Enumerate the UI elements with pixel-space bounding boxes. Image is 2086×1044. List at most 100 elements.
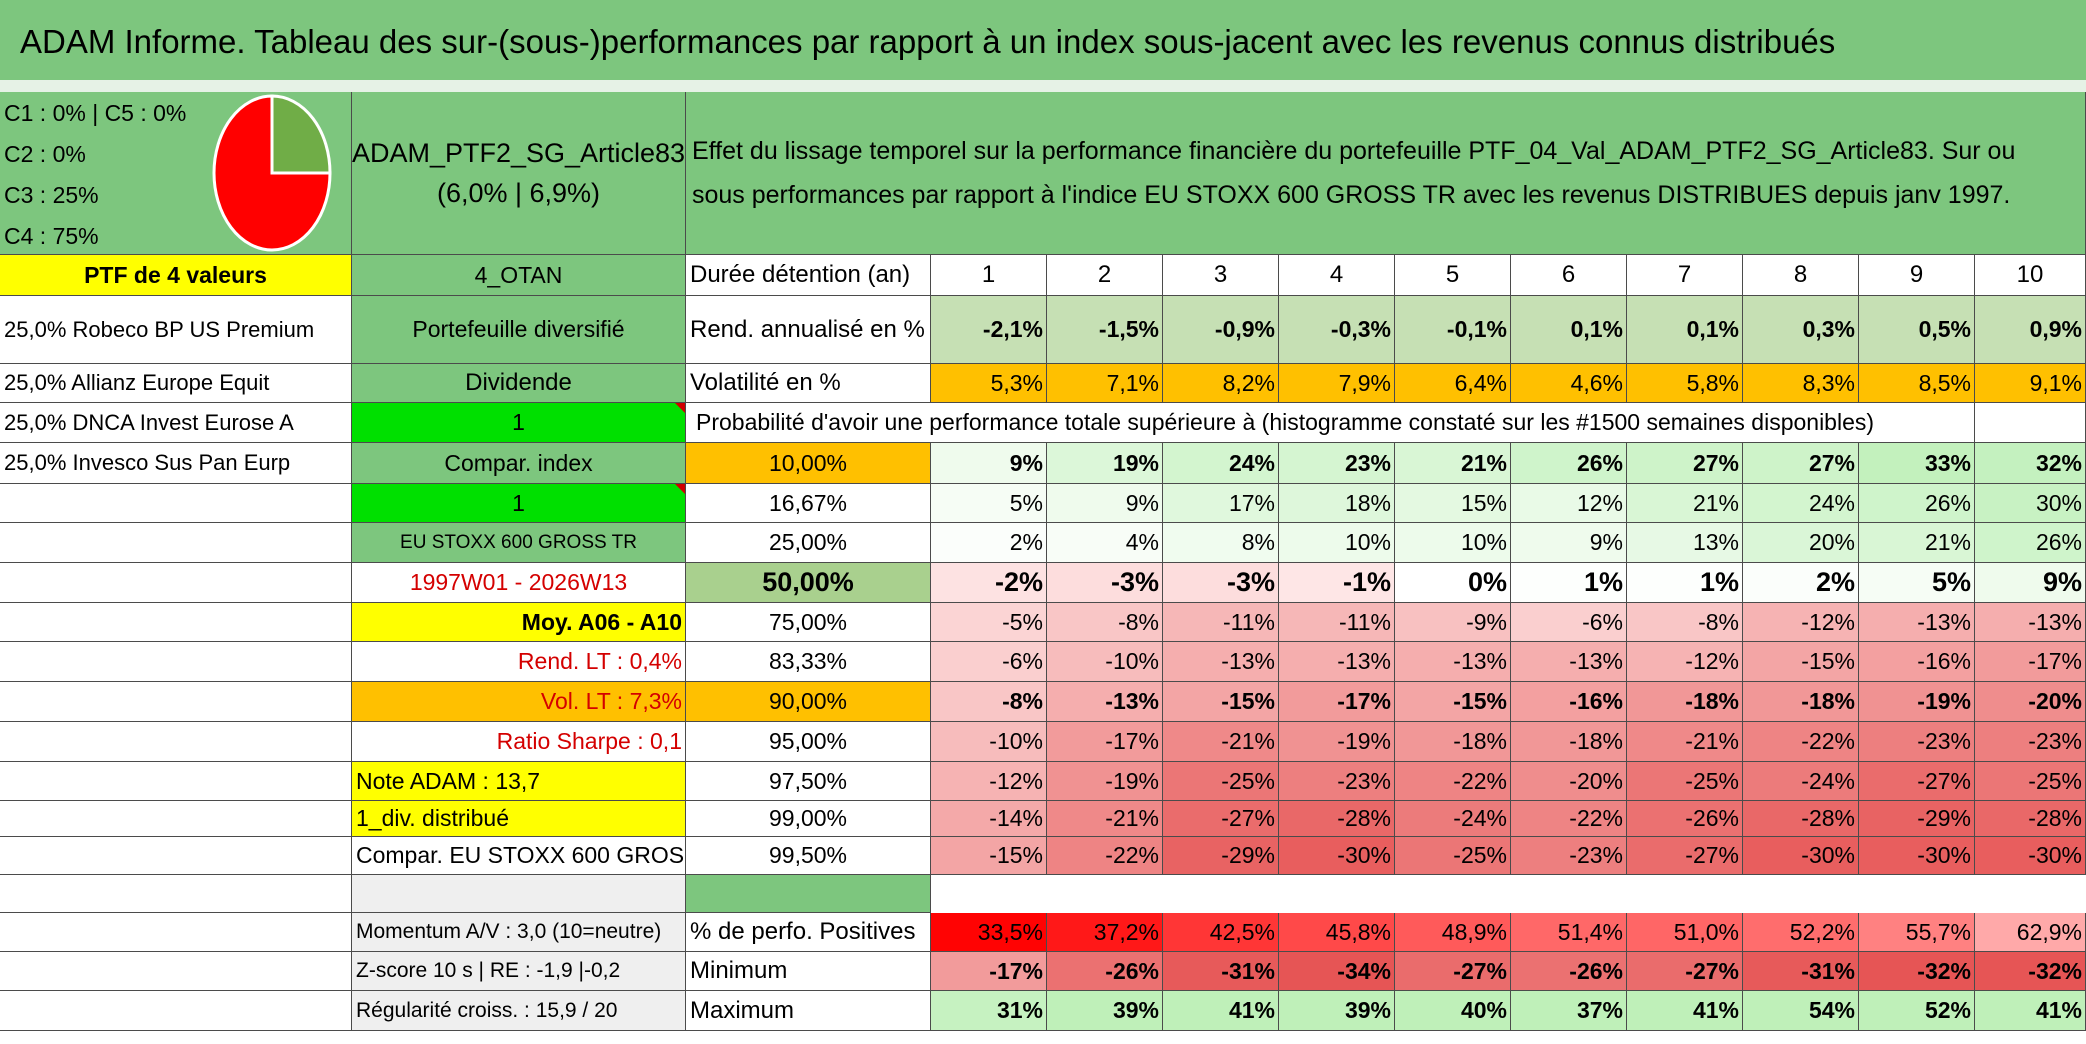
quantile-label: 99,50%	[686, 837, 931, 875]
rend-value: -0,3%	[1279, 296, 1395, 364]
year-header: 1	[931, 255, 1047, 296]
rend-value: 0,3%	[1743, 296, 1859, 364]
quantile-label: 97,50%	[686, 762, 931, 801]
quantile-value: -20%	[1511, 762, 1627, 801]
quantile-value: -23%	[1975, 722, 2086, 762]
empty-cell	[0, 875, 352, 913]
quantile-value: 21%	[1395, 443, 1511, 484]
quantile-value: -3%	[1047, 563, 1163, 603]
quantile-label: 16,67%	[686, 484, 931, 523]
empty-cell	[0, 563, 352, 603]
quantile-value: 17%	[1163, 484, 1279, 523]
dividend-label: Dividende	[352, 364, 686, 403]
quantile-value: 33%	[1859, 443, 1975, 484]
quantile-value: -23%	[1511, 837, 1627, 875]
ptf-count: PTF de 4 valeurs	[0, 255, 352, 296]
empty-cell	[0, 722, 352, 762]
quantile-value: -28%	[1975, 801, 2086, 837]
quantile-value: -19%	[1859, 682, 1975, 722]
quantile-value: -6%	[1511, 603, 1627, 642]
empty-cell	[0, 952, 352, 991]
quantile-value: -17%	[1047, 722, 1163, 762]
quantile-value: -17%	[1975, 642, 2086, 682]
vol-value: 6,4%	[1395, 364, 1511, 403]
quantile-value: 21%	[1627, 484, 1743, 523]
quantile-value: 9%	[1975, 563, 2086, 603]
empty-cell	[0, 913, 352, 952]
quantile-value: -30%	[1859, 837, 1975, 875]
max-value: 52%	[1859, 991, 1975, 1031]
quantile-label: 75,00%	[686, 603, 931, 642]
rend-value: -0,1%	[1395, 296, 1511, 364]
rend-value: 0,9%	[1975, 296, 2086, 364]
quantile-value: 24%	[1163, 443, 1279, 484]
portfolio-type: Portefeuille diversifié	[352, 296, 686, 364]
vol-value: 4,6%	[1511, 364, 1627, 403]
year-header: 7	[1627, 255, 1743, 296]
quantile-value: 26%	[1859, 484, 1975, 523]
vol-value: 9,1%	[1975, 364, 2086, 403]
quantile-value: 4%	[1047, 523, 1163, 563]
quantile-value: -22%	[1395, 762, 1511, 801]
quantile-value: -25%	[1627, 762, 1743, 801]
pos-value: 48,9%	[1395, 913, 1511, 952]
duree-label: Durée détention (an)	[686, 255, 931, 296]
vol-value: 5,8%	[1627, 364, 1743, 403]
year-header: 9	[1859, 255, 1975, 296]
quantile-value: -23%	[1859, 722, 1975, 762]
min-label: Minimum	[686, 952, 931, 991]
pos-value: 33,5%	[931, 913, 1047, 952]
quantile-value: 32%	[1975, 443, 2086, 484]
quantile-label: 25,00%	[686, 523, 931, 563]
empty-cell	[0, 801, 352, 837]
quantile-value: 30%	[1975, 484, 2086, 523]
pos-value: 51,4%	[1511, 913, 1627, 952]
note-adam: Note ADAM : 13,7	[352, 762, 686, 801]
quantile-value: 9%	[1511, 523, 1627, 563]
report-title: ADAM Informe. Tableau des sur-(sous-)per…	[0, 0, 2086, 80]
quantile-value: -8%	[1047, 603, 1163, 642]
min-value: -27%	[1395, 952, 1511, 991]
quantile-value: -25%	[1395, 837, 1511, 875]
rend-value: 0,1%	[1511, 296, 1627, 364]
quantile-label: 95,00%	[686, 722, 931, 762]
quantile-label: 50,00%	[686, 563, 931, 603]
quantile-value: -18%	[1627, 682, 1743, 722]
pie-legend-item: C4 : 75%	[4, 223, 99, 249]
quantile-value: -13%	[1163, 642, 1279, 682]
quantile-value: -28%	[1279, 801, 1395, 837]
quantile-value: -12%	[1627, 642, 1743, 682]
title-separator	[0, 80, 2086, 92]
pie-legend-item: C2 : 0%	[4, 141, 86, 167]
quantile-value: -5%	[931, 603, 1047, 642]
pos-value: 45,8%	[1279, 913, 1395, 952]
pos-value: 62,9%	[1975, 913, 2086, 952]
compar-index-label: Compar. index	[352, 443, 686, 484]
quantile-value: 2%	[931, 523, 1047, 563]
report-description: Effet du lissage temporel sur la perform…	[686, 92, 2086, 255]
quantile-value: -18%	[1743, 682, 1859, 722]
quantile-value: -15%	[1395, 682, 1511, 722]
portfolio-perf: (6,0% | 6,9%)	[436, 178, 601, 208]
quantile-value: -15%	[1163, 682, 1279, 722]
year-header: 10	[1975, 255, 2086, 296]
quantile-value: 20%	[1743, 523, 1859, 563]
quantile-value: -27%	[1627, 837, 1743, 875]
year-header: 2	[1047, 255, 1163, 296]
quantile-value: -21%	[1627, 722, 1743, 762]
quantile-value: 23%	[1279, 443, 1395, 484]
stat-min-label: Z-score 10 s | RE : -1,9 |-0,2	[352, 952, 686, 991]
quantile-value: -3%	[1163, 563, 1279, 603]
quantile-value: -18%	[1511, 722, 1627, 762]
pos-value: 51,0%	[1627, 913, 1743, 952]
proba-title: Probabilité d'avoir une performance tota…	[686, 403, 1975, 443]
quantile-value: 12%	[1511, 484, 1627, 523]
pos-value: 42,5%	[1163, 913, 1279, 952]
quantile-value: -13%	[1279, 642, 1395, 682]
vol-value: 8,2%	[1163, 364, 1279, 403]
empty-cell	[0, 603, 352, 642]
quantile-value: -9%	[1395, 603, 1511, 642]
quantile-value: -12%	[1743, 603, 1859, 642]
sharpe-label: Ratio Sharpe : 0,1	[352, 722, 686, 762]
quantile-value: -15%	[1743, 642, 1859, 682]
